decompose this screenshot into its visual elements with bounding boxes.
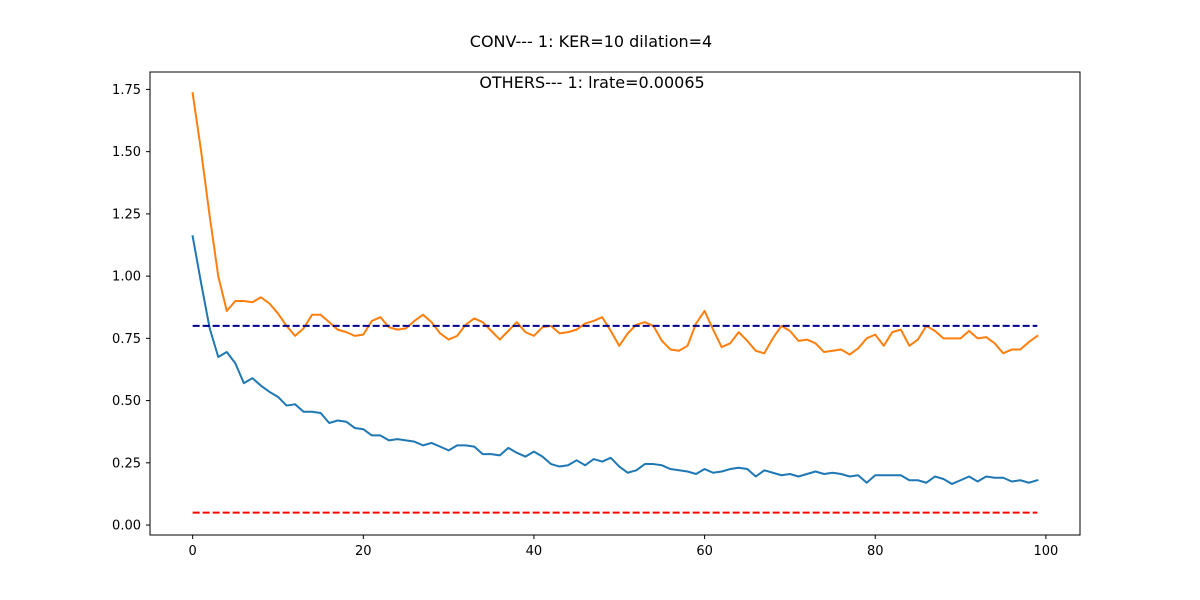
x-tick-label: 100: [1033, 544, 1058, 559]
y-tick-label: 1.50: [112, 145, 141, 160]
x-tick-label: 20: [355, 544, 372, 559]
chart-subtitle: OTHERS--- 1: lrate=0.00065: [479, 73, 704, 92]
y-tick-label: 0.00: [112, 519, 141, 534]
y-tick-label: 0.75: [112, 332, 141, 347]
series-line-0: [191, 235, 1039, 485]
y-tick-label: 1.25: [112, 207, 141, 222]
axes-frame: [149, 71, 1081, 536]
y-tick-label: 1.75: [112, 83, 141, 98]
x-tick-label: 0: [189, 544, 197, 559]
x-tick-label: 60: [696, 544, 713, 559]
y-tick-label: 0.50: [112, 394, 141, 409]
chart-title: CONV--- 1: KER=10 dilation=4: [470, 32, 712, 51]
x-tick-label: 40: [526, 544, 543, 559]
y-tick-label: 0.25: [112, 456, 141, 471]
y-tick-label: 1.00: [112, 270, 141, 285]
plot-area: 0 20 40 60 80 100 0.00 0.25 0.50 0.75 1.00 1.25 1.50…: [112, 83, 1058, 559]
x-tick-label: 80: [867, 544, 884, 559]
